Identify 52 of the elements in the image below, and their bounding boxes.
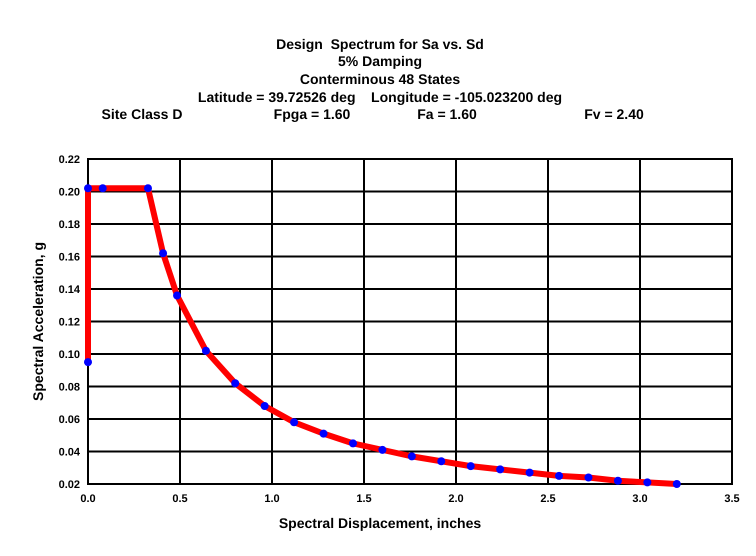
point <box>555 472 564 480</box>
point <box>496 465 504 474</box>
point <box>437 457 446 466</box>
y-tick-label: 0.20 <box>58 186 80 198</box>
point <box>260 402 269 410</box>
text: Fv = 2.40 <box>584 106 644 122</box>
chart-title: Design Spectrum for Sa vs. Sd <box>276 36 484 52</box>
x-tick-label: 1.5 <box>356 493 372 505</box>
point <box>320 430 328 438</box>
point <box>378 446 386 454</box>
point <box>144 184 152 192</box>
point <box>84 358 92 366</box>
point <box>348 439 357 448</box>
x-tick-label: 0.0 <box>80 493 96 505</box>
x-tick-label: 2.5 <box>540 493 556 505</box>
x-axis-title: Spectral Displacement, inches <box>278 515 482 531</box>
chart-subtitle: 5% Damping <box>338 53 422 69</box>
text: Conterminous 48 States <box>300 71 460 87</box>
x-tick-label: 1.0 <box>264 493 280 505</box>
point <box>173 292 182 300</box>
y-axis-title: Spectral Acceleration, g <box>30 242 46 401</box>
point <box>466 462 475 470</box>
point <box>159 249 168 258</box>
point <box>614 476 622 485</box>
point <box>98 184 107 192</box>
point <box>526 468 534 477</box>
y-tick-label: 0.02 <box>58 479 80 491</box>
y-tick-label: 0.22 <box>58 154 80 166</box>
y-tick-label: 0.14 <box>58 284 81 296</box>
point <box>84 184 92 192</box>
text: Fa = 1.60 <box>417 106 477 122</box>
y-tick-label: 0.06 <box>58 414 80 426</box>
text: Fpga = 1.60 <box>274 106 351 122</box>
y-tick-label: 0.12 <box>58 316 80 328</box>
x-tick-label: 3.5 <box>724 493 740 505</box>
y-tick-label: 0.10 <box>58 349 80 361</box>
text: Site Class D <box>102 106 182 122</box>
y-tick-label: 0.08 <box>58 382 80 394</box>
point <box>408 452 416 460</box>
y-tick-label: 0.04 <box>58 446 81 458</box>
y-tick-label: 0.18 <box>58 219 80 231</box>
point <box>231 379 240 388</box>
point <box>643 478 652 486</box>
x-tick-label: 0.5 <box>172 493 188 505</box>
point <box>584 474 592 482</box>
text: Latitude = 39.72526 deg Longitude = -105.023200 deg <box>198 89 562 105</box>
point <box>672 480 681 488</box>
point <box>202 346 210 355</box>
point <box>290 418 298 426</box>
x-tick-label: 2.0 <box>448 493 464 505</box>
y-tick-label: 0.16 <box>58 252 80 264</box>
x-tick-label: 3.0 <box>632 493 648 505</box>
